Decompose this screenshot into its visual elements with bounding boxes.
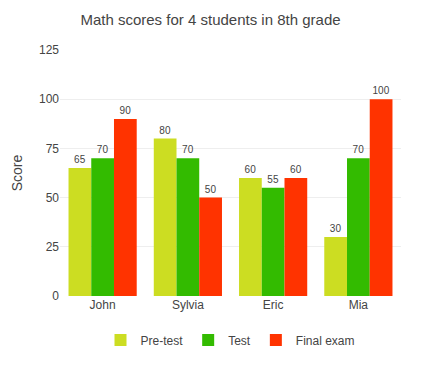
svg-text:Eric: Eric bbox=[263, 298, 284, 312]
svg-text:65: 65 bbox=[74, 154, 86, 165]
svg-text:125: 125 bbox=[39, 43, 59, 57]
svg-text:30: 30 bbox=[330, 223, 342, 234]
svg-text:100: 100 bbox=[39, 92, 59, 106]
svg-text:70: 70 bbox=[97, 144, 109, 155]
svg-text:50: 50 bbox=[46, 191, 60, 205]
svg-text:Sylvia: Sylvia bbox=[172, 298, 204, 312]
svg-text:100: 100 bbox=[373, 85, 390, 96]
svg-text:80: 80 bbox=[159, 125, 171, 136]
svg-text:55: 55 bbox=[267, 174, 279, 185]
svg-text:70: 70 bbox=[182, 144, 194, 155]
svg-text:70: 70 bbox=[353, 144, 365, 155]
svg-text:90: 90 bbox=[120, 105, 132, 116]
svg-text:Math scores for 4 students in: Math scores for 4 students in 8th grade bbox=[80, 11, 340, 28]
svg-text:John: John bbox=[90, 298, 116, 312]
svg-text:25: 25 bbox=[46, 240, 60, 254]
svg-text:Pre-test: Pre-test bbox=[141, 334, 184, 348]
svg-text:75: 75 bbox=[46, 142, 60, 156]
svg-text:Final exam: Final exam bbox=[296, 334, 355, 348]
svg-text:Score: Score bbox=[9, 155, 25, 192]
svg-text:Test: Test bbox=[228, 334, 251, 348]
svg-text:60: 60 bbox=[245, 164, 257, 175]
svg-text:0: 0 bbox=[52, 289, 59, 303]
svg-text:50: 50 bbox=[205, 184, 217, 195]
svg-text:60: 60 bbox=[290, 164, 302, 175]
svg-text:Mia: Mia bbox=[349, 298, 369, 312]
